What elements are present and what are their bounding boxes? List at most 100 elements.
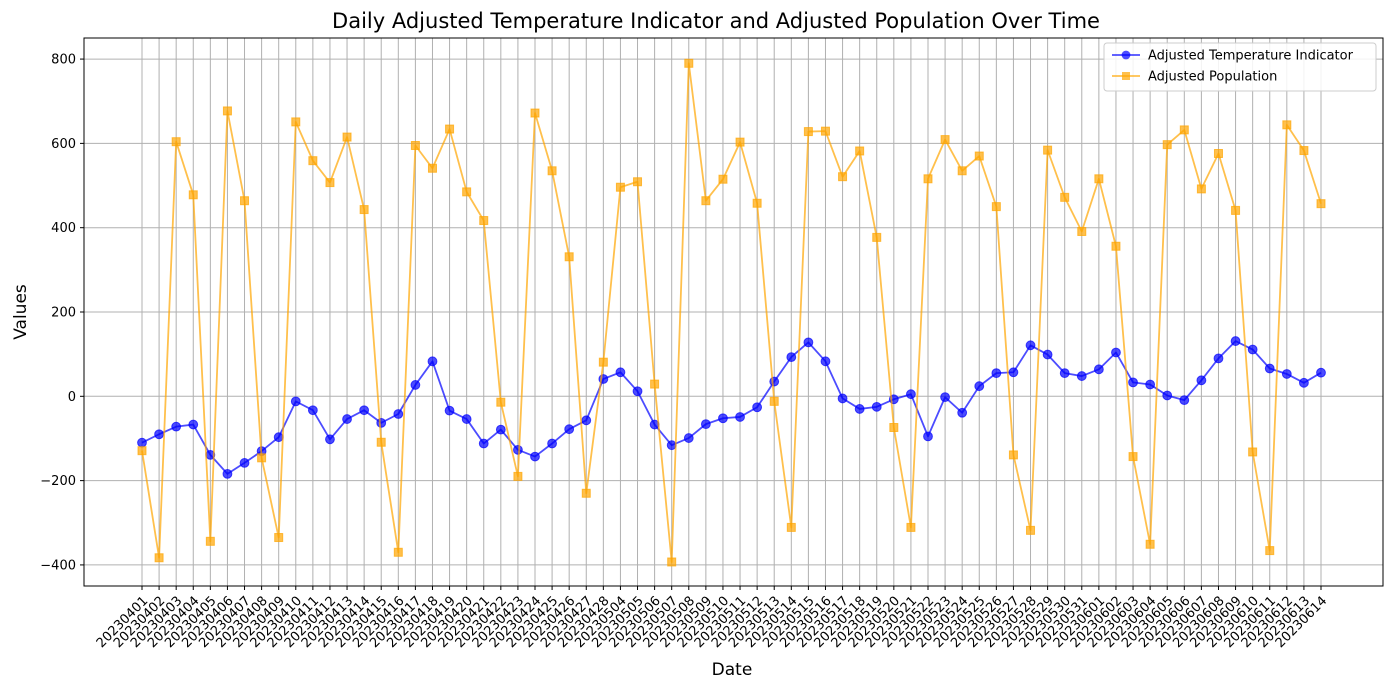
legend-marker [1122,72,1130,80]
data-point-adjusted-population [359,205,369,215]
x-axis-title: Date [712,660,753,680]
data-point-adjusted-temperature-indicator [718,413,728,424]
axis-layer: 2023040120230402202304032023040420230405… [40,53,1330,651]
data-point-adjusted-temperature-indicator [906,389,916,400]
data-point-adjusted-temperature-indicator [1264,363,1275,374]
series-layer [137,58,1326,567]
data-point-adjusted-population [1094,174,1104,184]
data-point-adjusted-population [274,533,284,543]
data-point-adjusted-population [291,117,301,127]
data-point-adjusted-population [1008,450,1018,460]
data-point-adjusted-population [137,446,147,456]
data-point-adjusted-temperature-indicator [137,437,147,448]
data-point-adjusted-population [205,536,215,546]
data-point-adjusted-temperature-indicator [478,438,489,449]
data-point-adjusted-temperature-indicator [171,421,182,432]
data-point-adjusted-population [581,488,591,498]
data-point-adjusted-temperature-indicator [615,367,626,378]
data-point-adjusted-temperature-indicator [752,402,763,413]
data-point-adjusted-population [1265,546,1275,556]
data-point-adjusted-population [769,396,779,406]
data-point-adjusted-temperature-indicator [940,392,950,403]
data-point-adjusted-population [684,58,694,68]
data-point-adjusted-temperature-indicator [1316,367,1326,378]
y-tick-label: 400 [51,221,76,236]
data-point-adjusted-population [1162,140,1172,150]
data-point-adjusted-temperature-indicator [222,468,233,479]
data-point-adjusted-population [803,127,813,137]
data-point-adjusted-population [496,397,506,407]
y-tick-label: 600 [51,137,76,152]
data-point-adjusted-population [923,174,933,184]
data-point-adjusted-population [393,547,403,557]
data-point-adjusted-temperature-indicator [1059,368,1070,379]
data-point-adjusted-temperature-indicator [820,356,831,367]
data-point-adjusted-temperature-indicator [1196,375,1207,386]
legend-box [1103,42,1377,92]
data-point-adjusted-population [1316,199,1326,209]
data-point-adjusted-population [257,453,267,463]
data-point-adjusted-population [410,140,420,150]
data-point-adjusted-temperature-indicator [1162,390,1173,401]
y-tick-label: −400 [40,558,76,573]
data-point-adjusted-population [171,137,181,147]
data-point-adjusted-temperature-indicator [461,414,472,424]
data-point-adjusted-temperature-indicator [530,451,540,462]
data-point-adjusted-population [615,182,625,192]
data-point-adjusted-temperature-indicator [290,396,301,407]
data-point-adjusted-temperature-indicator [444,405,455,416]
data-point-adjusted-population [445,124,455,134]
data-point-adjusted-population [513,471,523,481]
legend: Adjusted Temperature Indicator Adjusted P… [1103,42,1377,92]
legend-marker [1121,50,1131,60]
data-point-adjusted-temperature-indicator [495,424,506,435]
data-point-adjusted-temperature-indicator [735,412,745,422]
data-point-adjusted-population [530,108,540,118]
data-point-adjusted-temperature-indicator [1008,367,1019,378]
data-point-adjusted-population [462,187,472,197]
data-point-adjusted-temperature-indicator [239,458,250,468]
legend-label: Adjusted Population [1148,70,1277,85]
data-point-adjusted-population [718,174,728,184]
data-point-adjusted-population [906,522,916,532]
data-point-adjusted-temperature-indicator [1281,369,1292,379]
data-point-adjusted-temperature-indicator [273,432,284,443]
data-point-adjusted-population [1026,525,1036,535]
data-point-adjusted-population [308,156,318,166]
data-point-adjusted-temperature-indicator [307,405,318,416]
data-point-adjusted-population [1128,452,1138,462]
data-point-adjusted-temperature-indicator [1179,395,1190,406]
data-point-adjusted-temperature-indicator [376,417,387,428]
data-point-adjusted-temperature-indicator [957,407,968,418]
data-point-adjusted-population [974,151,984,161]
data-point-adjusted-population [633,177,643,187]
data-point-adjusted-temperature-indicator [410,380,421,390]
data-point-adjusted-temperature-indicator [393,409,404,419]
data-point-adjusted-temperature-indicator [871,401,882,412]
data-point-adjusted-temperature-indicator [1076,371,1087,381]
data-point-adjusted-temperature-indicator [632,386,643,397]
data-point-adjusted-temperature-indicator [1145,379,1156,390]
data-point-adjusted-population [940,135,950,145]
data-point-adjusted-temperature-indicator [991,368,1002,379]
data-point-adjusted-population [667,557,677,567]
data-point-adjusted-population [1248,447,1258,457]
y-tick-label: 0 [68,390,76,405]
data-point-adjusted-temperature-indicator [1025,340,1036,351]
data-point-adjusted-population [957,166,967,176]
data-point-adjusted-population [735,137,745,147]
data-point-adjusted-temperature-indicator [974,381,985,392]
data-point-adjusted-temperature-indicator [683,433,694,443]
data-point-adjusted-temperature-indicator [1213,353,1224,364]
data-point-adjusted-population [1043,145,1053,155]
data-point-adjusted-temperature-indicator [581,415,592,426]
data-point-adjusted-temperature-indicator [1111,347,1121,358]
data-point-adjusted-population [1179,125,1189,135]
grid-layer [84,38,1383,586]
data-point-adjusted-population [1077,226,1087,236]
y-tick-label: 800 [51,53,76,68]
data-point-adjusted-population [427,163,437,173]
data-point-adjusted-temperature-indicator [769,376,780,387]
data-point-adjusted-temperature-indicator [513,444,523,455]
